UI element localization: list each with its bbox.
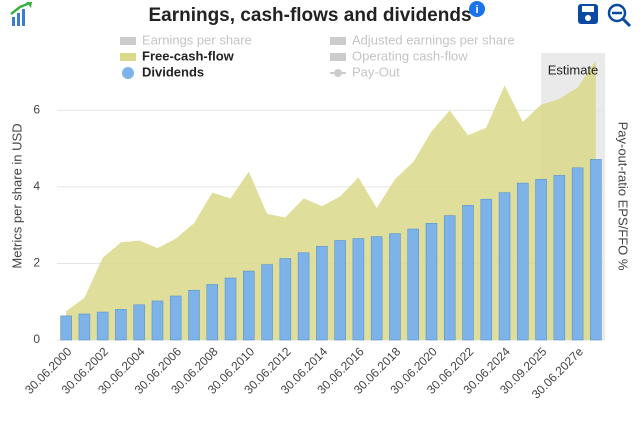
legend-symbol — [330, 53, 346, 61]
bar — [206, 284, 219, 341]
bar — [224, 277, 237, 341]
bar — [316, 245, 328, 341]
bar — [370, 236, 383, 341]
bar — [261, 264, 273, 341]
bar — [535, 178, 547, 341]
legend: Earnings per share Adjusted earnings per … — [120, 32, 515, 79]
bar — [480, 198, 493, 341]
zoom-out-icon[interactable] — [607, 3, 632, 28]
y2-axis-label: Pay-out-ratio EPS/FFO % — [616, 122, 631, 271]
legend-symbol — [120, 53, 136, 61]
legend-label: Pay-Out — [352, 64, 400, 79]
bar — [115, 309, 127, 341]
legend-symbol — [122, 67, 134, 79]
legend-item[interactable]: Earnings per share — [120, 32, 252, 47]
bar — [590, 159, 602, 341]
bar — [462, 205, 474, 341]
info-icon[interactable]: i — [469, 1, 485, 17]
legend-item[interactable]: Free-cash-flow — [120, 48, 235, 63]
bar — [498, 192, 511, 341]
bar — [407, 228, 419, 341]
y-tick-label: 2 — [33, 256, 40, 270]
bar — [352, 238, 365, 341]
bar — [443, 215, 456, 341]
legend-symbol — [120, 37, 136, 45]
bar — [334, 240, 346, 341]
legend-symbol — [330, 37, 346, 45]
legend-symbol — [334, 69, 342, 77]
bar — [389, 233, 401, 341]
legend-label: Operating cash-flow — [352, 48, 468, 63]
bar — [571, 167, 584, 341]
legend-item[interactable]: Pay-Out — [330, 64, 400, 79]
bar — [425, 222, 438, 341]
legend-item[interactable]: Dividends — [122, 64, 204, 79]
bar — [151, 300, 164, 341]
y-tick-label: 0 — [33, 332, 40, 346]
chart-title: Earnings, cash-flows and dividends — [148, 5, 471, 26]
bar — [243, 270, 255, 341]
fcf-area — [66, 60, 596, 341]
bar — [517, 182, 529, 341]
bar — [188, 289, 200, 341]
bar — [78, 313, 91, 341]
legend-label: Earnings per share — [142, 32, 252, 47]
bar — [60, 315, 72, 341]
bar — [133, 304, 145, 341]
bar — [279, 258, 292, 341]
y-axis-label: Metrics per share in USD — [9, 123, 24, 268]
bar — [297, 252, 310, 341]
legend-label: Free-cash-flow — [142, 48, 235, 63]
bar — [96, 311, 109, 341]
save-icon[interactable] — [578, 4, 598, 24]
logo[interactable] — [10, 1, 32, 26]
legend-label: Dividends — [142, 64, 204, 79]
bar — [169, 295, 182, 341]
y-tick-label: 6 — [33, 103, 40, 117]
legend-label: Adjusted earnings per share — [352, 32, 515, 47]
estimate-label: Estimate — [548, 62, 599, 77]
legend-item[interactable]: Adjusted earnings per share — [330, 32, 515, 47]
y-tick-label: 4 — [33, 179, 40, 193]
legend-item[interactable]: Operating cash-flow — [330, 48, 468, 63]
svg-text:i: i — [475, 4, 478, 16]
bar — [553, 175, 566, 341]
